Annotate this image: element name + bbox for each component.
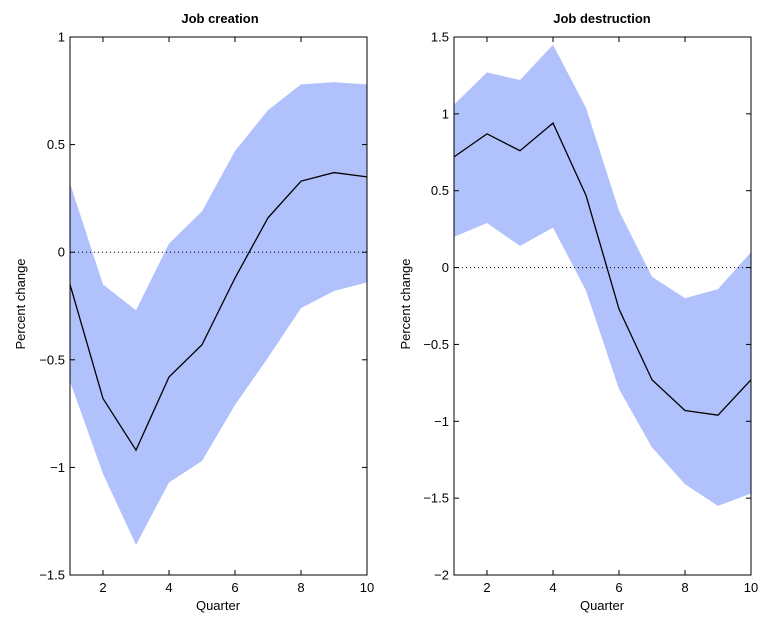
x-tick-label: 2 [99,580,106,595]
y-tick-label: −2 [434,568,449,583]
x-tick-label: 4 [165,580,172,595]
x-tick-label: 8 [297,580,304,595]
y-tick-label: −0.5 [423,337,449,352]
chart-title: Job creation [181,11,258,26]
y-tick-label: −0.5 [39,352,65,367]
y-tick-label: −1 [434,414,449,429]
y-tick-label: −1 [50,460,65,475]
x-axis-label: Quarter [580,598,625,613]
y-tick-label: −1.5 [39,568,65,583]
confidence-band [70,82,367,545]
x-tick-label: 6 [615,580,622,595]
y-tick-label: 0 [442,260,449,275]
y-axis-label: Percent change [398,258,413,349]
job-destruction-panel: Job destruction 2 4 6 8 10 −2 −1.5 −1 −0.5 0 0.5 1 1… [398,11,758,613]
confidence-band [454,45,751,506]
y-tick-label: 1 [58,30,65,45]
x-tick-label: 10 [744,580,758,595]
y-tick-label: 1.5 [431,30,449,45]
y-tick-label: 0.5 [47,137,65,152]
x-tick-label: 6 [231,580,238,595]
x-tick-label: 4 [549,580,556,595]
x-tick-label: 10 [360,580,374,595]
y-axis-label: Percent change [13,258,28,349]
y-tick-label: 0.5 [431,183,449,198]
y-tick-label: 1 [442,106,449,121]
x-tick-label: 8 [681,580,688,595]
job-creation-panel: Job creation 2 4 6 8 10 −1.5 −1 −0.5 0 0.5 1 Quart… [13,11,374,613]
y-tick-label: −1.5 [423,491,449,506]
x-axis-label: Quarter [196,598,241,613]
x-tick-label: 2 [483,580,490,595]
chart-title: Job destruction [553,11,651,26]
y-tick-label: 0 [58,245,65,260]
